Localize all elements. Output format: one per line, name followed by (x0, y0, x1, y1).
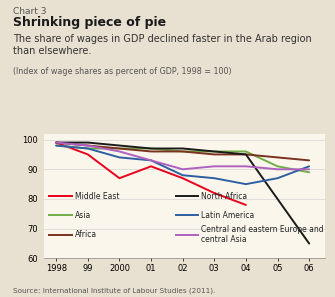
Text: Chart 3: Chart 3 (13, 7, 47, 16)
Text: North Africa: North Africa (201, 192, 247, 200)
Text: Middle East: Middle East (74, 192, 119, 200)
Text: Source: International Institute of Labour Studies (2011).: Source: International Institute of Labou… (13, 287, 216, 294)
Text: Central and eastern Europe and
central Asia: Central and eastern Europe and central A… (201, 225, 324, 244)
Text: Africa: Africa (74, 230, 96, 239)
Text: Latin America: Latin America (201, 211, 254, 220)
Text: (Index of wage shares as percent of GDP, 1998 = 100): (Index of wage shares as percent of GDP,… (13, 67, 232, 76)
Text: The share of wages in GDP declined faster in the Arab region
than elsewhere.: The share of wages in GDP declined faste… (13, 34, 312, 56)
Text: Asia: Asia (74, 211, 91, 220)
Text: Shrinking piece of pie: Shrinking piece of pie (13, 16, 166, 29)
